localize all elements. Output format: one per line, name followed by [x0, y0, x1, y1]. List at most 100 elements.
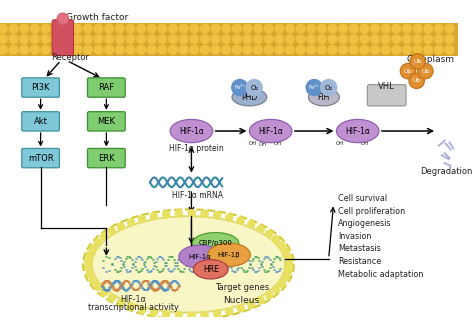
Circle shape: [30, 45, 39, 54]
Circle shape: [94, 24, 103, 33]
Circle shape: [360, 45, 369, 54]
Circle shape: [126, 35, 135, 43]
Circle shape: [418, 63, 433, 79]
Circle shape: [94, 35, 103, 43]
Circle shape: [94, 238, 102, 246]
Circle shape: [296, 24, 305, 33]
Circle shape: [247, 221, 255, 228]
Circle shape: [272, 235, 280, 243]
Circle shape: [409, 73, 424, 89]
Text: HIF-1α: HIF-1α: [258, 127, 283, 136]
Circle shape: [225, 214, 233, 222]
Text: HIF-1α mRNA: HIF-1α mRNA: [172, 191, 223, 200]
Text: Nucleus: Nucleus: [224, 296, 260, 305]
Text: Angiogenesis: Angiogenesis: [338, 219, 392, 228]
Ellipse shape: [192, 232, 239, 254]
Circle shape: [318, 35, 326, 43]
Circle shape: [116, 35, 124, 43]
Circle shape: [243, 24, 252, 33]
Circle shape: [225, 308, 233, 315]
FancyBboxPatch shape: [88, 78, 125, 97]
Circle shape: [233, 45, 241, 54]
Circle shape: [264, 35, 273, 43]
Circle shape: [410, 54, 425, 69]
Text: VHL: VHL: [378, 82, 395, 91]
Circle shape: [94, 45, 103, 54]
Circle shape: [424, 45, 433, 54]
Circle shape: [307, 24, 316, 33]
Circle shape: [328, 35, 337, 43]
Circle shape: [213, 212, 221, 219]
Circle shape: [371, 35, 380, 43]
Ellipse shape: [208, 243, 250, 266]
Text: Fe²⁺: Fe²⁺: [234, 85, 246, 90]
Text: FIH: FIH: [318, 93, 330, 102]
Circle shape: [392, 24, 401, 33]
Circle shape: [233, 24, 241, 33]
Circle shape: [349, 35, 358, 43]
Circle shape: [117, 223, 125, 230]
Circle shape: [382, 35, 390, 43]
Circle shape: [179, 24, 188, 33]
Circle shape: [257, 296, 264, 304]
Circle shape: [243, 35, 252, 43]
Text: Cell survival: Cell survival: [338, 194, 387, 203]
Circle shape: [392, 45, 401, 54]
Ellipse shape: [170, 119, 213, 143]
Circle shape: [272, 286, 280, 293]
Circle shape: [360, 24, 369, 33]
Text: Ub: Ub: [413, 59, 422, 64]
Circle shape: [284, 254, 292, 262]
Circle shape: [201, 35, 210, 43]
Circle shape: [63, 24, 71, 33]
Circle shape: [328, 45, 337, 54]
Text: Metabolic adaptation: Metabolic adaptation: [338, 270, 424, 279]
Circle shape: [213, 310, 221, 317]
Circle shape: [127, 303, 135, 310]
Circle shape: [413, 24, 422, 33]
Circle shape: [231, 79, 248, 96]
Circle shape: [158, 45, 167, 54]
Text: Growth factor: Growth factor: [65, 13, 128, 22]
Circle shape: [30, 35, 39, 43]
Circle shape: [400, 63, 416, 79]
Circle shape: [222, 35, 230, 43]
Circle shape: [286, 24, 294, 33]
Circle shape: [138, 306, 146, 314]
Text: CBP/p300: CBP/p300: [199, 240, 233, 246]
Circle shape: [83, 45, 92, 54]
Circle shape: [285, 260, 293, 268]
FancyBboxPatch shape: [22, 112, 59, 131]
Circle shape: [162, 211, 170, 218]
Circle shape: [126, 24, 135, 33]
FancyBboxPatch shape: [367, 85, 406, 106]
Circle shape: [73, 45, 82, 54]
Circle shape: [382, 45, 390, 54]
Text: OH: OH: [259, 142, 267, 147]
Text: HIF-1α: HIF-1α: [345, 127, 370, 136]
Text: Cell proliferation: Cell proliferation: [338, 207, 405, 216]
Circle shape: [169, 45, 177, 54]
Circle shape: [435, 24, 443, 33]
Circle shape: [201, 210, 209, 218]
Circle shape: [349, 45, 358, 54]
FancyBboxPatch shape: [88, 112, 125, 131]
Circle shape: [147, 45, 156, 54]
Circle shape: [246, 79, 263, 96]
Text: HIF-1β: HIF-1β: [218, 252, 240, 258]
Circle shape: [264, 24, 273, 33]
Circle shape: [20, 35, 28, 43]
Circle shape: [320, 79, 337, 96]
Circle shape: [158, 35, 167, 43]
Text: Invasion: Invasion: [338, 232, 372, 241]
Circle shape: [175, 312, 183, 319]
Circle shape: [402, 24, 411, 33]
Circle shape: [137, 45, 146, 54]
Circle shape: [286, 45, 294, 54]
Circle shape: [392, 35, 401, 43]
Circle shape: [137, 24, 146, 33]
Circle shape: [57, 13, 69, 25]
FancyBboxPatch shape: [52, 20, 73, 56]
Circle shape: [9, 45, 18, 54]
Circle shape: [83, 35, 92, 43]
